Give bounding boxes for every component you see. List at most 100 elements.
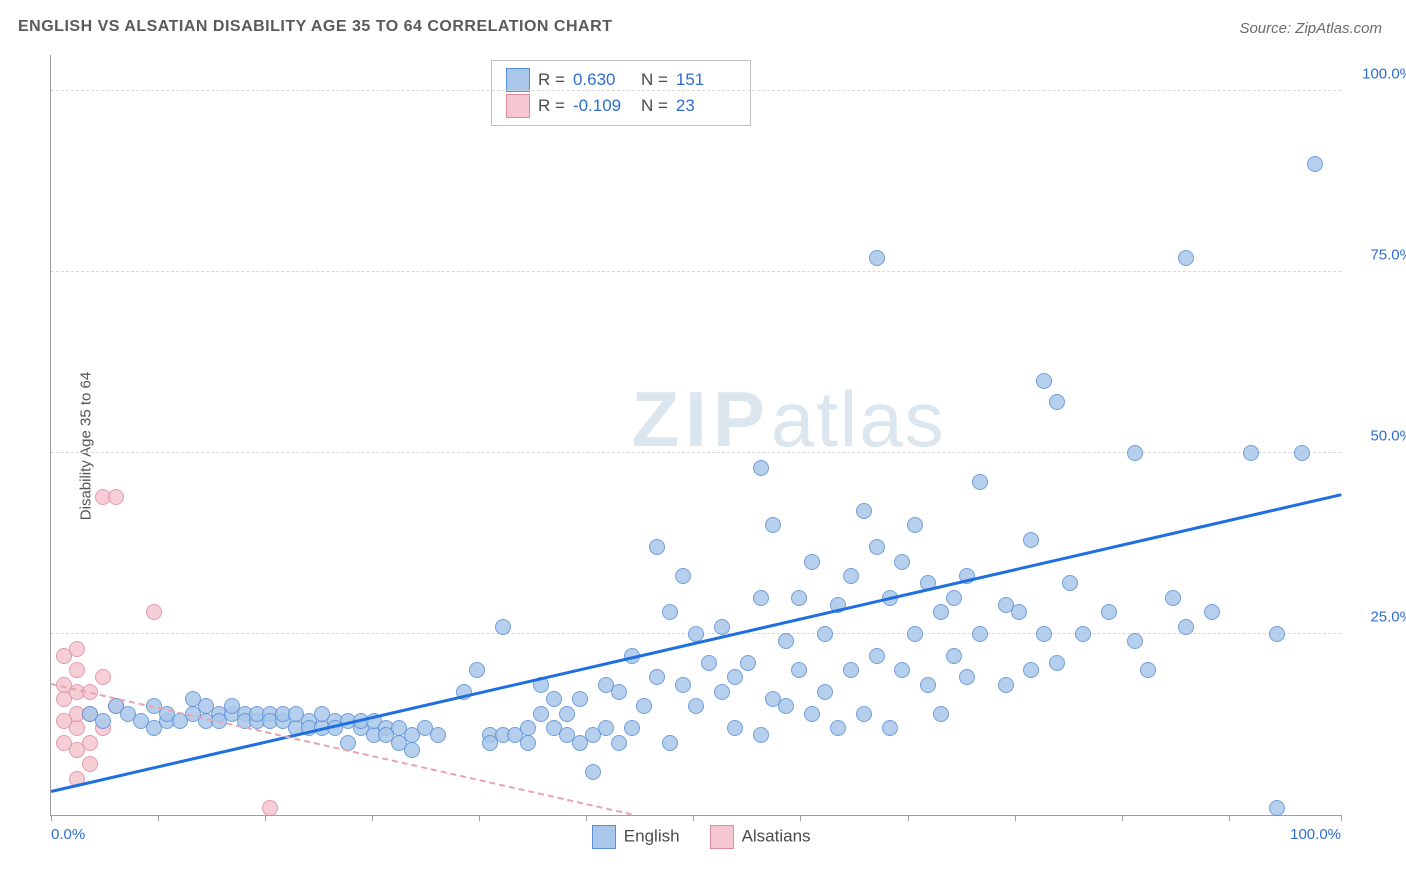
scatter-point: [649, 539, 665, 555]
scatter-point: [1049, 655, 1065, 671]
legend-swatch: [592, 825, 616, 849]
scatter-point: [675, 677, 691, 693]
scatter-point: [495, 619, 511, 635]
scatter-point: [804, 706, 820, 722]
scatter-point: [1269, 800, 1285, 816]
scatter-point: [714, 619, 730, 635]
scatter-point: [1023, 532, 1039, 548]
scatter-point: [146, 604, 162, 620]
scatter-point: [572, 691, 588, 707]
scatter-point: [778, 633, 794, 649]
legend-swatch: [506, 94, 530, 118]
scatter-point: [804, 554, 820, 570]
scatter-point: [1165, 590, 1181, 606]
grid-line: [51, 90, 1341, 91]
scatter-point: [998, 677, 1014, 693]
scatter-point: [843, 662, 859, 678]
series-legend: English Alsatians: [592, 825, 811, 849]
scatter-point: [82, 735, 98, 751]
scatter-point: [907, 517, 923, 533]
scatter-point: [624, 720, 640, 736]
scatter-point: [108, 489, 124, 505]
scatter-point: [1036, 373, 1052, 389]
x-tick: [479, 815, 480, 821]
scatter-point: [894, 554, 910, 570]
scatter-point: [946, 648, 962, 664]
scatter-point: [1049, 394, 1065, 410]
scatter-point: [856, 706, 872, 722]
scatter-point: [959, 669, 975, 685]
y-tick-label: 50.0%: [1353, 428, 1406, 445]
chart-title: ENGLISH VS ALSATIAN DISABILITY AGE 35 TO…: [18, 18, 612, 36]
scatter-point: [1127, 633, 1143, 649]
x-tick: [1015, 815, 1016, 821]
legend-label: English: [624, 826, 680, 845]
plot-area: ZIPatlas R =0.630N =151R =-0.109N =23 25…: [50, 55, 1341, 816]
scatter-point: [675, 568, 691, 584]
scatter-point: [869, 250, 885, 266]
scatter-point: [1101, 604, 1117, 620]
trend-line: [51, 494, 1342, 794]
scatter-point: [611, 684, 627, 700]
scatter-point: [778, 698, 794, 714]
y-tick-label: 100.0%: [1353, 66, 1406, 83]
scatter-point: [1023, 662, 1039, 678]
scatter-point: [869, 539, 885, 555]
scatter-point: [740, 655, 756, 671]
scatter-point: [69, 662, 85, 678]
scatter-point: [611, 735, 627, 751]
legend-item: English: [592, 825, 680, 849]
scatter-point: [830, 720, 846, 736]
scatter-point: [791, 662, 807, 678]
scatter-point: [1011, 604, 1027, 620]
legend-row: R =0.630N =151: [506, 67, 736, 93]
y-tick-label: 75.0%: [1353, 247, 1406, 264]
scatter-point: [95, 713, 111, 729]
scatter-point: [791, 590, 807, 606]
scatter-point: [1036, 626, 1052, 642]
scatter-point: [817, 684, 833, 700]
scatter-point: [753, 590, 769, 606]
scatter-point: [1307, 156, 1323, 172]
x-min-label: 0.0%: [51, 826, 85, 843]
scatter-point: [649, 669, 665, 685]
scatter-point: [1127, 445, 1143, 461]
scatter-point: [714, 684, 730, 700]
x-tick: [1122, 815, 1123, 821]
scatter-point: [546, 691, 562, 707]
scatter-point: [1204, 604, 1220, 620]
scatter-point: [598, 720, 614, 736]
legend-item: Alsatians: [710, 825, 811, 849]
scatter-point: [469, 662, 485, 678]
scatter-point: [1178, 619, 1194, 635]
scatter-point: [727, 669, 743, 685]
x-tick: [586, 815, 587, 821]
scatter-point: [1178, 250, 1194, 266]
grid-line: [51, 452, 1341, 453]
scatter-point: [920, 677, 936, 693]
scatter-point: [662, 735, 678, 751]
scatter-point: [1062, 575, 1078, 591]
scatter-point: [856, 503, 872, 519]
scatter-point: [69, 720, 85, 736]
scatter-point: [1294, 445, 1310, 461]
scatter-point: [894, 662, 910, 678]
source-label: Source: ZipAtlas.com: [1239, 20, 1382, 37]
x-tick: [372, 815, 373, 821]
trend-line: [51, 683, 632, 815]
x-tick: [1229, 815, 1230, 821]
scatter-point: [262, 800, 278, 816]
scatter-point: [95, 669, 111, 685]
scatter-point: [972, 474, 988, 490]
scatter-point: [946, 590, 962, 606]
scatter-point: [817, 626, 833, 642]
x-tick: [800, 815, 801, 821]
x-tick: [158, 815, 159, 821]
scatter-point: [1243, 445, 1259, 461]
scatter-point: [636, 698, 652, 714]
y-tick-label: 25.0%: [1353, 609, 1406, 626]
scatter-point: [404, 742, 420, 758]
scatter-point: [933, 604, 949, 620]
x-tick: [693, 815, 694, 821]
scatter-point: [753, 727, 769, 743]
